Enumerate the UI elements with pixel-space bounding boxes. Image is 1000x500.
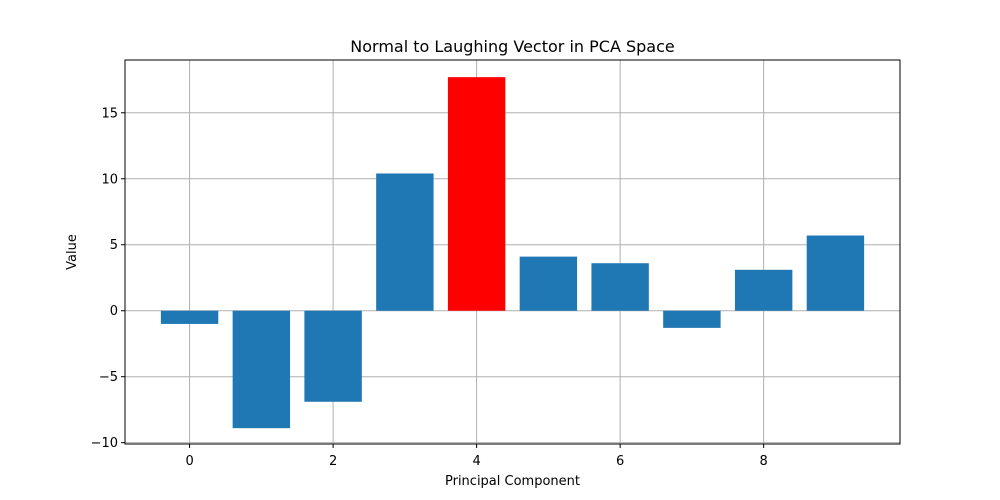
bar	[663, 310, 721, 328]
x-axis-label: Principal Component	[445, 474, 580, 489]
chart-title: Normal to Laughing Vector in PCA Space	[350, 37, 674, 56]
bars	[160, 77, 865, 429]
x-axis-ticks: 0 2 4 6 8	[185, 444, 768, 469]
y-tick-label: 15	[101, 106, 118, 121]
bar	[806, 235, 865, 311]
x-tick-label: 0	[185, 454, 193, 469]
y-axis-label: Value	[65, 234, 80, 270]
bar	[734, 269, 793, 311]
y-tick-label: 10	[101, 172, 118, 187]
x-tick-label: 6	[616, 454, 624, 469]
bar	[376, 173, 434, 311]
y-tick-label: −5	[99, 370, 118, 385]
x-tick-label: 8	[760, 454, 768, 469]
y-tick-label: 5	[110, 238, 118, 253]
x-tick-label: 4	[472, 454, 480, 469]
x-tick-label: 2	[329, 454, 337, 469]
plot-area-frame	[124, 59, 901, 445]
bar	[160, 310, 219, 324]
y-tick-label: −10	[91, 436, 118, 451]
bar	[304, 310, 362, 402]
bar	[232, 310, 291, 429]
bar	[591, 263, 649, 311]
y-axis-ticks: −10 −5 0 5 10 15	[91, 106, 125, 451]
bar-highlighted	[447, 77, 506, 311]
y-tick-label: 0	[110, 304, 118, 319]
bar	[519, 256, 578, 311]
